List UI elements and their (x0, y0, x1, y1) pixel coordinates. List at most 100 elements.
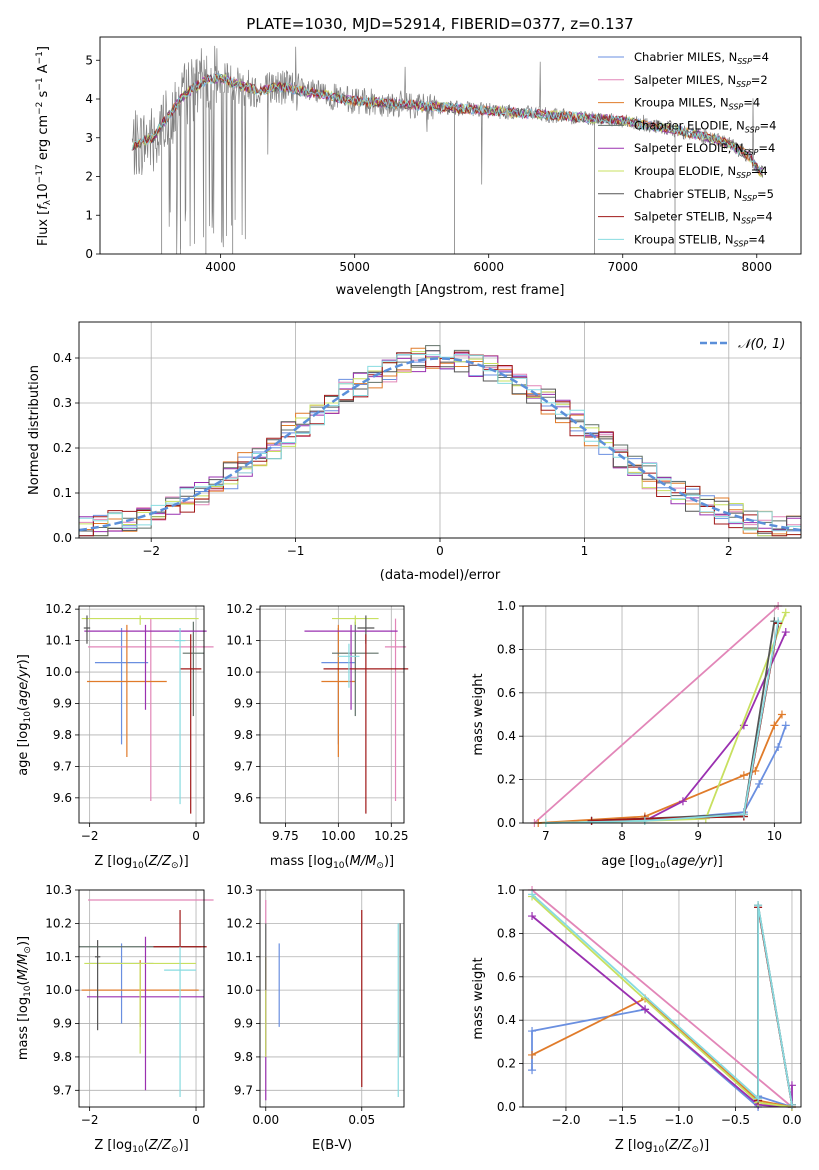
weight-marker-kroupa-miles (777, 710, 786, 719)
axes-frame (259, 605, 405, 824)
weight-marker-kroupa-stelib (528, 890, 537, 899)
y-tick-label: 9.9 (53, 696, 72, 710)
x-tick-label: −1 (287, 544, 305, 558)
weight-line-kroupa-stelib (531, 893, 793, 1105)
x-axis-label: Z [log10(Z/Z⊙)] (94, 1138, 188, 1155)
x-axis-label: (data-model)/error (380, 568, 501, 583)
weight-line-salpeter-miles (531, 889, 793, 1108)
axes-frame (522, 889, 802, 1108)
x-tick-label: −1.0 (664, 1113, 693, 1127)
y-tick-label: 9.7 (234, 759, 253, 773)
histogram-kroupa-stelib (78, 354, 801, 538)
mass-vs-Z-panel: −2 0 9.7 9.8 9.9 10.0 10.1 10.2 10.3 Z [log10(Z/Z… (16, 883, 214, 1155)
y-tick-label: 0.0 (497, 1100, 516, 1114)
y-tick-label: 0.4 (497, 1013, 516, 1027)
x-axis-label: age [log10(age/yr)] (601, 854, 723, 871)
y-tick-label: 10.3 (226, 883, 253, 897)
x-axis-label: E(B-V) (312, 1138, 352, 1153)
y-tick-label: 1 (85, 208, 93, 222)
gaussian-curve (78, 357, 802, 532)
age-vs-mass-panel: 9.75 10.00 10.25 9.6 9.7 9.8 9.9 10.0 10.1 10.2 ma… (226, 602, 408, 871)
weight-line-salpeter-miles (533, 605, 779, 824)
x-tick-label: 0.00 (252, 1113, 279, 1127)
legend-entry: Chabrier ELODIE, NSSP=4 (634, 118, 776, 134)
x-tick-label: 4000 (205, 260, 236, 274)
y-tick-label: 10.1 (45, 634, 72, 648)
y-axis-label: Flux [fλ10−17 erg cm−2 s−1 A−1] (35, 46, 53, 246)
y-tick-label: 1.0 (497, 599, 516, 613)
y-tick-label: 10.2 (226, 602, 253, 616)
spectrum-panel: 4000 5000 6000 7000 8000 0 1 2 3 4 5 wavelength [An… (35, 36, 802, 298)
weight-marker-kroupa-miles (770, 721, 779, 730)
weight-marker-salpeter-elodie (528, 912, 537, 921)
x-axis-label: wavelength [Angstrom, rest frame] (336, 283, 565, 298)
x-tick-label: 0 (192, 1113, 200, 1127)
x-tick-label: −0.5 (721, 1113, 750, 1127)
y-tick-label: 0.1 (53, 486, 72, 500)
y-axis-label: mass weight (471, 957, 486, 1039)
x-tick-label: 8 (618, 829, 626, 843)
weight-marker-kroupa-stelib (754, 1094, 763, 1103)
x-tick-label: 7000 (607, 260, 638, 274)
mass-vs-EBV-panel: 0.00 0.05 9.7 9.8 9.9 10.0 10.1 10.2 10.3 E(B-V) (226, 883, 405, 1153)
y-axis-label: mass weight (471, 673, 486, 755)
weight-marker-salpeter-elodie (678, 797, 687, 806)
y-tick-label: 0.4 (497, 729, 516, 743)
y-axis-label: Normed distribution (27, 365, 42, 495)
x-tick-label: 0 (192, 829, 200, 843)
weight-marker-salpeter-elodie (641, 1005, 650, 1014)
y-tick-label: 10.1 (45, 950, 72, 964)
legend-entry: Salpeter STELIB, NSSP=4 (634, 210, 773, 226)
y-tick-label: 10.0 (45, 665, 72, 679)
weight-marker-chabrier-miles (755, 779, 764, 788)
y-axis-label: age [log10(age/yr)] (16, 654, 33, 776)
weight-marker-chabrier-miles (528, 1027, 537, 1036)
y-tick-label: 0.6 (497, 686, 516, 700)
y-tick-label: 10.2 (45, 916, 72, 930)
mass-weight-vs-age-panel: 7 8 9 10 0.0 0.2 0.4 0.6 0.8 1.0 age [log10(age/yr… (471, 599, 802, 871)
x-tick-label: 0.0 (782, 1113, 801, 1127)
y-tick-label: 10.0 (226, 983, 253, 997)
y-tick-label: 0.8 (497, 642, 516, 656)
y-tick-label: 9.9 (234, 1017, 253, 1031)
y-tick-label: 0.8 (497, 926, 516, 940)
x-axis-label: Z [log10(Z/Z⊙)] (94, 854, 188, 871)
mass-weight-vs-Z-panel: −2.0 −1.5 −1.0 −0.5 0.0 0.0 0.2 0.4 0.6 0.8 1.0 Z [… (471, 883, 802, 1155)
y-tick-label: 9.8 (234, 728, 253, 742)
y-tick-label: 0.2 (53, 441, 72, 455)
y-tick-label: 9.8 (53, 728, 72, 742)
legend-entry: Chabrier MILES, NSSP=4 (634, 50, 769, 66)
x-tick-label: 9 (694, 829, 702, 843)
y-tick-label: 9.7 (53, 759, 72, 773)
x-tick-label: −2 (81, 1113, 99, 1127)
y-tick-label: 0.4 (53, 351, 72, 365)
y-tick-label: 2 (85, 170, 93, 184)
weight-marker-salpeter-elodie (781, 628, 790, 637)
y-tick-label: 0 (85, 247, 93, 261)
legend-entry: Kroupa ELODIE, NSSP=4 (634, 164, 768, 180)
y-tick-label: 10.1 (226, 950, 253, 964)
weight-marker-kroupa-miles (739, 771, 748, 780)
y-tick-label: 0.0 (53, 531, 72, 545)
legend-entry: Chabrier STELIB, NSSP=5 (634, 187, 774, 203)
x-tick-label: 1 (581, 544, 589, 558)
model-spectrum-kroupa-elodie (131, 73, 764, 178)
histogram-salpeter-stelib (78, 351, 801, 538)
y-tick-label: 9.6 (234, 791, 253, 805)
y-tick-label: 5 (85, 53, 93, 67)
y-tick-label: 0.0 (497, 816, 516, 830)
x-tick-label: −2 (142, 544, 160, 558)
weight-marker-chabrier-miles (528, 1066, 537, 1075)
x-tick-label: 9.75 (272, 829, 299, 843)
axes-frame (99, 36, 802, 255)
y-tick-label: 10.0 (226, 665, 253, 679)
x-tick-label: −2.0 (551, 1113, 580, 1127)
figure-title: PLATE=1030, MJD=52914, FIBERID=0377, z=0… (246, 15, 633, 33)
y-tick-label: 9.7 (53, 1083, 72, 1097)
x-tick-label: 6000 (473, 260, 504, 274)
y-tick-label: 9.9 (234, 696, 253, 710)
axes-frame (78, 889, 205, 1108)
weight-marker-kroupa-miles (528, 1050, 537, 1059)
weight-line-kroupa-miles (531, 997, 793, 1108)
